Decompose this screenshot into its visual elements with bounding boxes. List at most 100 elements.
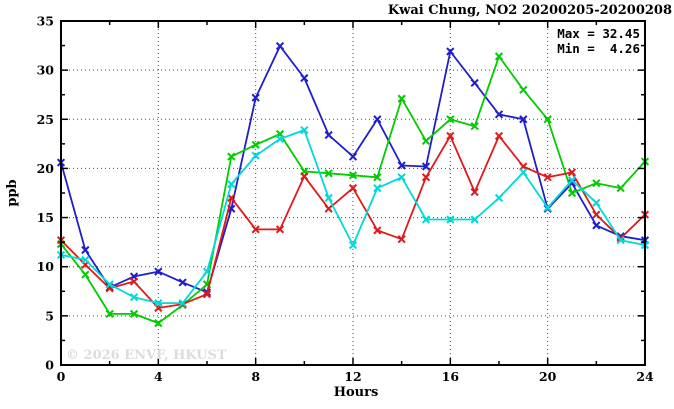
series-blue-point-h9 bbox=[275, 41, 285, 51]
series-cyan-point-h21 bbox=[567, 176, 577, 185]
min-value-label: Min = 4.26 bbox=[557, 41, 640, 56]
series-cyan-point-h9 bbox=[275, 134, 285, 144]
series-cyan-point-h18 bbox=[494, 193, 504, 203]
series-red-point-h15 bbox=[421, 173, 431, 182]
series-blue-point-h19 bbox=[519, 115, 528, 124]
x-tick-label-0: 0 bbox=[57, 369, 66, 384]
series-cyan-point-h19 bbox=[519, 168, 528, 177]
series-green-point-h14 bbox=[397, 94, 406, 103]
series-blue-point-h11 bbox=[324, 130, 333, 140]
series-red-point-h14 bbox=[397, 235, 406, 244]
max-value-label: Max = 32.45 bbox=[557, 26, 640, 41]
series-cyan-point-h12 bbox=[348, 240, 358, 250]
series-green-point-h3 bbox=[129, 309, 139, 318]
series-cyan-point-h5 bbox=[178, 298, 187, 308]
series-blue-point-h4 bbox=[154, 267, 163, 276]
series-cyan-point-h14 bbox=[397, 173, 406, 182]
watermark: © 2026 ENVF, HKUST bbox=[66, 348, 227, 363]
series-blue-point-h12 bbox=[348, 152, 358, 161]
series-cyan-point-h23 bbox=[616, 236, 625, 245]
series-red-point-h22 bbox=[592, 210, 601, 219]
series-green-point-h15 bbox=[421, 136, 431, 146]
y-tick-label-15: 15 bbox=[37, 210, 54, 225]
series-green-point-h17 bbox=[470, 122, 479, 131]
series-green-point-h16 bbox=[446, 115, 455, 124]
y-tick-label-5: 5 bbox=[45, 308, 54, 323]
series-green-point-h23 bbox=[616, 183, 625, 193]
series-layer bbox=[56, 41, 650, 328]
series-green-point-h7 bbox=[227, 152, 236, 161]
series-red-point-h21 bbox=[567, 168, 577, 177]
series-cyan-point-h6 bbox=[202, 267, 212, 276]
series-red-point-h13 bbox=[373, 226, 382, 235]
series-cyan-point-h17 bbox=[470, 215, 479, 224]
series-blue-point-h5 bbox=[178, 278, 187, 287]
series-cyan-point-h7 bbox=[227, 180, 236, 189]
series-green-point-h21 bbox=[567, 188, 577, 198]
x-axis-title: Hours bbox=[334, 385, 379, 400]
y-tick-label-10: 10 bbox=[37, 259, 55, 274]
series-cyan-point-h20 bbox=[543, 203, 552, 212]
series-blue-point-h10 bbox=[300, 73, 309, 83]
series-cyan-point-h10 bbox=[300, 125, 309, 135]
axis-layer: 0 4 8 12 16 20 24 0 5 10 15 20 25 30 35 bbox=[37, 14, 654, 385]
series-red-point-h10 bbox=[300, 172, 309, 181]
series-cyan bbox=[56, 125, 650, 308]
series-blue-point-h18 bbox=[494, 110, 504, 119]
series-red-point-h9 bbox=[275, 225, 285, 234]
series-cyan-point-h4 bbox=[154, 298, 163, 308]
series-red-point-h11 bbox=[324, 204, 333, 213]
y-tick-label-30: 30 bbox=[37, 63, 55, 78]
series-blue-point-h14 bbox=[397, 161, 406, 170]
series-green-point-h2 bbox=[105, 309, 114, 318]
series-blue-point-h17 bbox=[470, 78, 479, 88]
series-blue-point-h22 bbox=[592, 221, 601, 230]
series-cyan-point-h1 bbox=[81, 255, 90, 264]
series-green-point-h1 bbox=[81, 270, 90, 279]
series-cyan-point-h13 bbox=[373, 183, 382, 193]
x-tick-label-24: 24 bbox=[636, 369, 654, 384]
series-red bbox=[56, 131, 650, 313]
series-green-point-h19 bbox=[519, 85, 528, 94]
series-green-point-h22 bbox=[592, 179, 601, 188]
series-red-point-h6 bbox=[202, 290, 212, 299]
series-green-point-h13 bbox=[373, 173, 382, 182]
x-tick-label-8: 8 bbox=[251, 369, 260, 384]
series-red-point-h17 bbox=[470, 187, 479, 197]
series-red-point-h20 bbox=[543, 173, 552, 182]
y-axis-title: ppb bbox=[5, 179, 20, 206]
grid-layer bbox=[61, 21, 645, 365]
x-tick-label-12: 12 bbox=[344, 369, 361, 384]
series-red-point-h7 bbox=[227, 193, 236, 203]
series-blue-point-h16 bbox=[446, 47, 455, 56]
series-blue-point-h15 bbox=[421, 162, 431, 171]
series-green-point-h8 bbox=[251, 140, 260, 149]
series-green-point-h20 bbox=[543, 115, 552, 124]
series-red-point-h8 bbox=[251, 225, 260, 234]
series-cyan-point-h3 bbox=[129, 293, 139, 302]
series-green-point-h18 bbox=[494, 52, 504, 61]
x-tick-label-4: 4 bbox=[154, 369, 163, 384]
series-red-point-h12 bbox=[348, 183, 358, 193]
x-tick-label-20: 20 bbox=[539, 369, 557, 384]
series-cyan-point-h22 bbox=[592, 198, 601, 207]
x-tick-label-16: 16 bbox=[442, 369, 460, 384]
series-cyan-point-h15 bbox=[421, 215, 431, 224]
series-red-point-h18 bbox=[494, 131, 504, 141]
y-tick-label-35: 35 bbox=[37, 14, 54, 29]
series-cyan-point-h11 bbox=[324, 193, 333, 203]
series-blue-point-h8 bbox=[251, 93, 260, 102]
y-tick-label-20: 20 bbox=[37, 161, 55, 176]
chart-title: Kwai Chung, NO2 20200205-20200208 bbox=[388, 3, 672, 18]
y-tick-label-25: 25 bbox=[37, 112, 54, 127]
series-green-point-h12 bbox=[348, 171, 358, 180]
series-cyan-point-h2 bbox=[105, 280, 114, 289]
series-green-point-h4 bbox=[154, 319, 163, 328]
series-red-point-h3 bbox=[129, 277, 139, 286]
series-cyan-point-h16 bbox=[446, 215, 455, 224]
series-cyan-point-h8 bbox=[251, 151, 260, 160]
series-blue-point-h1 bbox=[81, 245, 90, 255]
series-red-point-h16 bbox=[446, 131, 455, 141]
